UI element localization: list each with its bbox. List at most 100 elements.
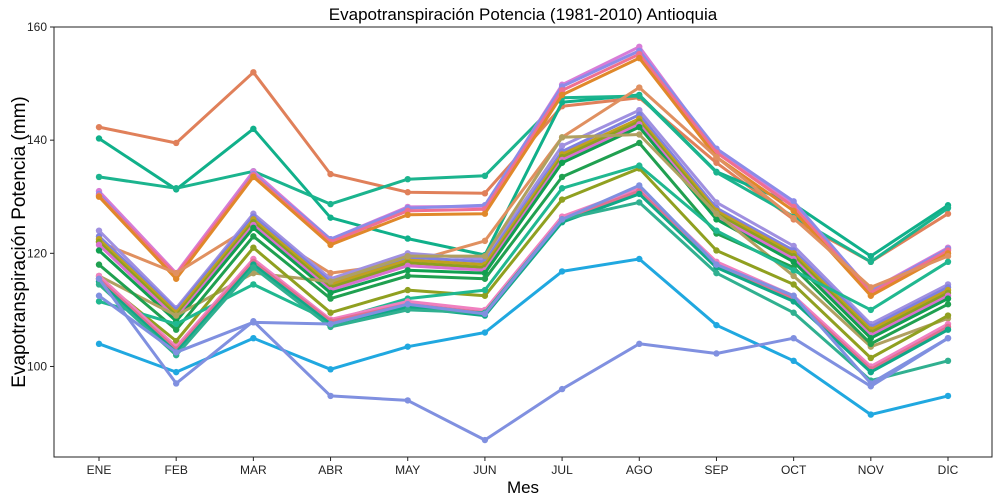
data-point	[790, 309, 797, 316]
data-point	[713, 227, 720, 234]
data-point	[404, 306, 411, 314]
data-point	[95, 340, 103, 348]
data-point	[481, 310, 489, 318]
series-25	[95, 275, 952, 444]
x-tick-label: JUN	[473, 463, 496, 477]
data-point	[327, 200, 334, 208]
data-point	[558, 87, 566, 94]
data-point	[95, 123, 103, 131]
data-point	[944, 252, 952, 260]
data-point	[790, 272, 797, 280]
data-point	[481, 237, 489, 245]
data-point	[636, 162, 643, 169]
series-line	[97, 164, 950, 326]
data-point	[790, 357, 797, 365]
data-point	[636, 123, 643, 131]
data-point	[790, 215, 797, 222]
data-point	[95, 275, 103, 282]
data-point	[481, 210, 489, 217]
data-point	[327, 170, 334, 178]
data-point	[867, 383, 875, 390]
data-point	[944, 334, 952, 342]
data-point	[636, 255, 643, 263]
data-point	[172, 337, 180, 345]
data-point	[172, 185, 180, 192]
data-point	[558, 268, 566, 275]
data-point	[636, 84, 643, 91]
data-point	[790, 242, 797, 250]
data-point	[944, 204, 952, 212]
data-point	[250, 244, 257, 251]
data-point	[404, 272, 411, 280]
x-tick-label: DIC	[938, 463, 959, 477]
data-point	[172, 349, 180, 356]
data-point	[172, 326, 180, 333]
data-point	[867, 252, 875, 260]
x-axis: ENE FEB MAR ABR MAY JUN JUL AGO SEP OCT NOV DIC	[87, 457, 959, 477]
data-point	[404, 235, 411, 242]
x-tick-label: MAY	[395, 463, 420, 477]
chart-title: Evapotranspiración Potencia (1981-2010) …	[329, 5, 718, 24]
data-point	[558, 173, 566, 181]
data-point	[481, 275, 489, 282]
data-point	[172, 269, 180, 277]
data-point	[250, 334, 257, 342]
series-line	[97, 93, 950, 258]
data-point	[713, 159, 720, 166]
data-point	[713, 153, 720, 161]
x-tick-label: NOV	[858, 463, 884, 477]
data-point	[481, 172, 489, 180]
data-point	[327, 366, 334, 373]
data-point	[481, 436, 489, 444]
series-16	[95, 139, 952, 348]
data-point	[713, 216, 720, 223]
data-point	[636, 92, 643, 100]
series-line	[97, 166, 950, 360]
data-point	[250, 125, 257, 133]
data-point	[558, 196, 566, 203]
data-point	[558, 185, 566, 192]
data-point	[867, 334, 875, 342]
y-axis: 100 120 140 160	[27, 20, 54, 373]
data-point	[327, 289, 334, 297]
data-point	[636, 54, 643, 62]
x-tick-label: MAR	[240, 463, 267, 477]
data-point	[172, 320, 180, 328]
series-line	[97, 113, 950, 329]
data-point	[636, 139, 643, 147]
x-tick-label: JUL	[551, 463, 573, 477]
data-point	[327, 320, 334, 328]
data-point	[327, 214, 334, 221]
data-point	[95, 261, 103, 268]
data-point	[790, 281, 797, 288]
data-point	[327, 269, 334, 277]
data-point	[790, 267, 797, 274]
series-line	[97, 122, 950, 337]
series-line	[97, 257, 950, 417]
data-point	[404, 286, 411, 294]
data-point	[250, 318, 257, 325]
data-point	[944, 392, 952, 400]
y-tick-label: 140	[27, 133, 47, 147]
x-tick-label: OCT	[781, 463, 807, 477]
data-point	[636, 199, 643, 206]
data-point	[558, 216, 566, 223]
data-point	[558, 159, 566, 166]
data-point	[95, 173, 103, 181]
data-point	[790, 258, 797, 266]
series-line	[97, 141, 950, 346]
data-point	[944, 326, 952, 333]
series-line	[97, 125, 950, 340]
data-point	[250, 224, 257, 232]
data-point	[636, 106, 643, 114]
data-point	[95, 247, 103, 254]
data-point	[250, 69, 257, 76]
data-point	[636, 190, 643, 198]
data-point	[867, 292, 875, 299]
data-point	[558, 91, 566, 99]
data-point	[790, 334, 797, 342]
data-point	[404, 189, 411, 196]
x-tick-label: SEP	[704, 463, 728, 477]
data-point	[558, 385, 566, 393]
x-tick-label: ENE	[87, 463, 112, 477]
